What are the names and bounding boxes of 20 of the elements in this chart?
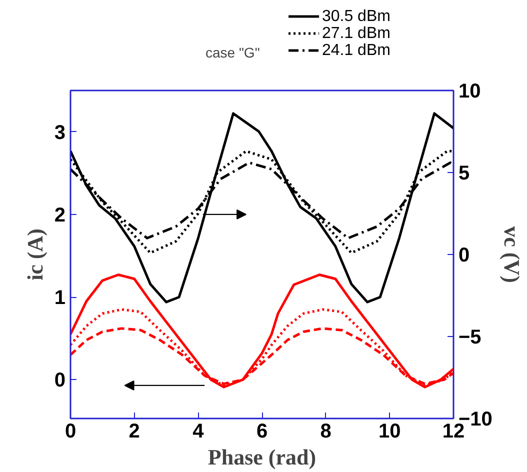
y2-tick-label: 5 <box>458 162 470 184</box>
y-tick-label: 1 <box>54 287 66 310</box>
y2-tick-label: −5 <box>458 326 482 348</box>
x-axis-title: Phase (rad) <box>208 444 316 470</box>
y2-axis-title: vc (V) <box>499 226 524 283</box>
x-tick-label: 8 <box>320 420 332 442</box>
y2-tick-label: 10 <box>458 80 481 102</box>
y2-tick-label: 0 <box>458 244 470 266</box>
text: case "G" <box>206 44 260 60</box>
y-axis-title: ic (A) <box>22 228 48 280</box>
x-tick-label: 10 <box>378 420 401 442</box>
y-tick-label: 2 <box>54 204 66 226</box>
legend-label: 27.1 dBm <box>322 25 390 42</box>
y-tick-label: 0 <box>54 370 66 392</box>
legend-label: 30.5 dBm <box>322 8 390 25</box>
y-tick-label: 3 <box>54 122 66 144</box>
legend-label: 24.1 dBm <box>322 42 390 59</box>
x-tick-label: 6 <box>256 420 268 442</box>
x-tick-label: 4 <box>192 420 205 442</box>
x-tick-label: 2 <box>128 420 140 442</box>
